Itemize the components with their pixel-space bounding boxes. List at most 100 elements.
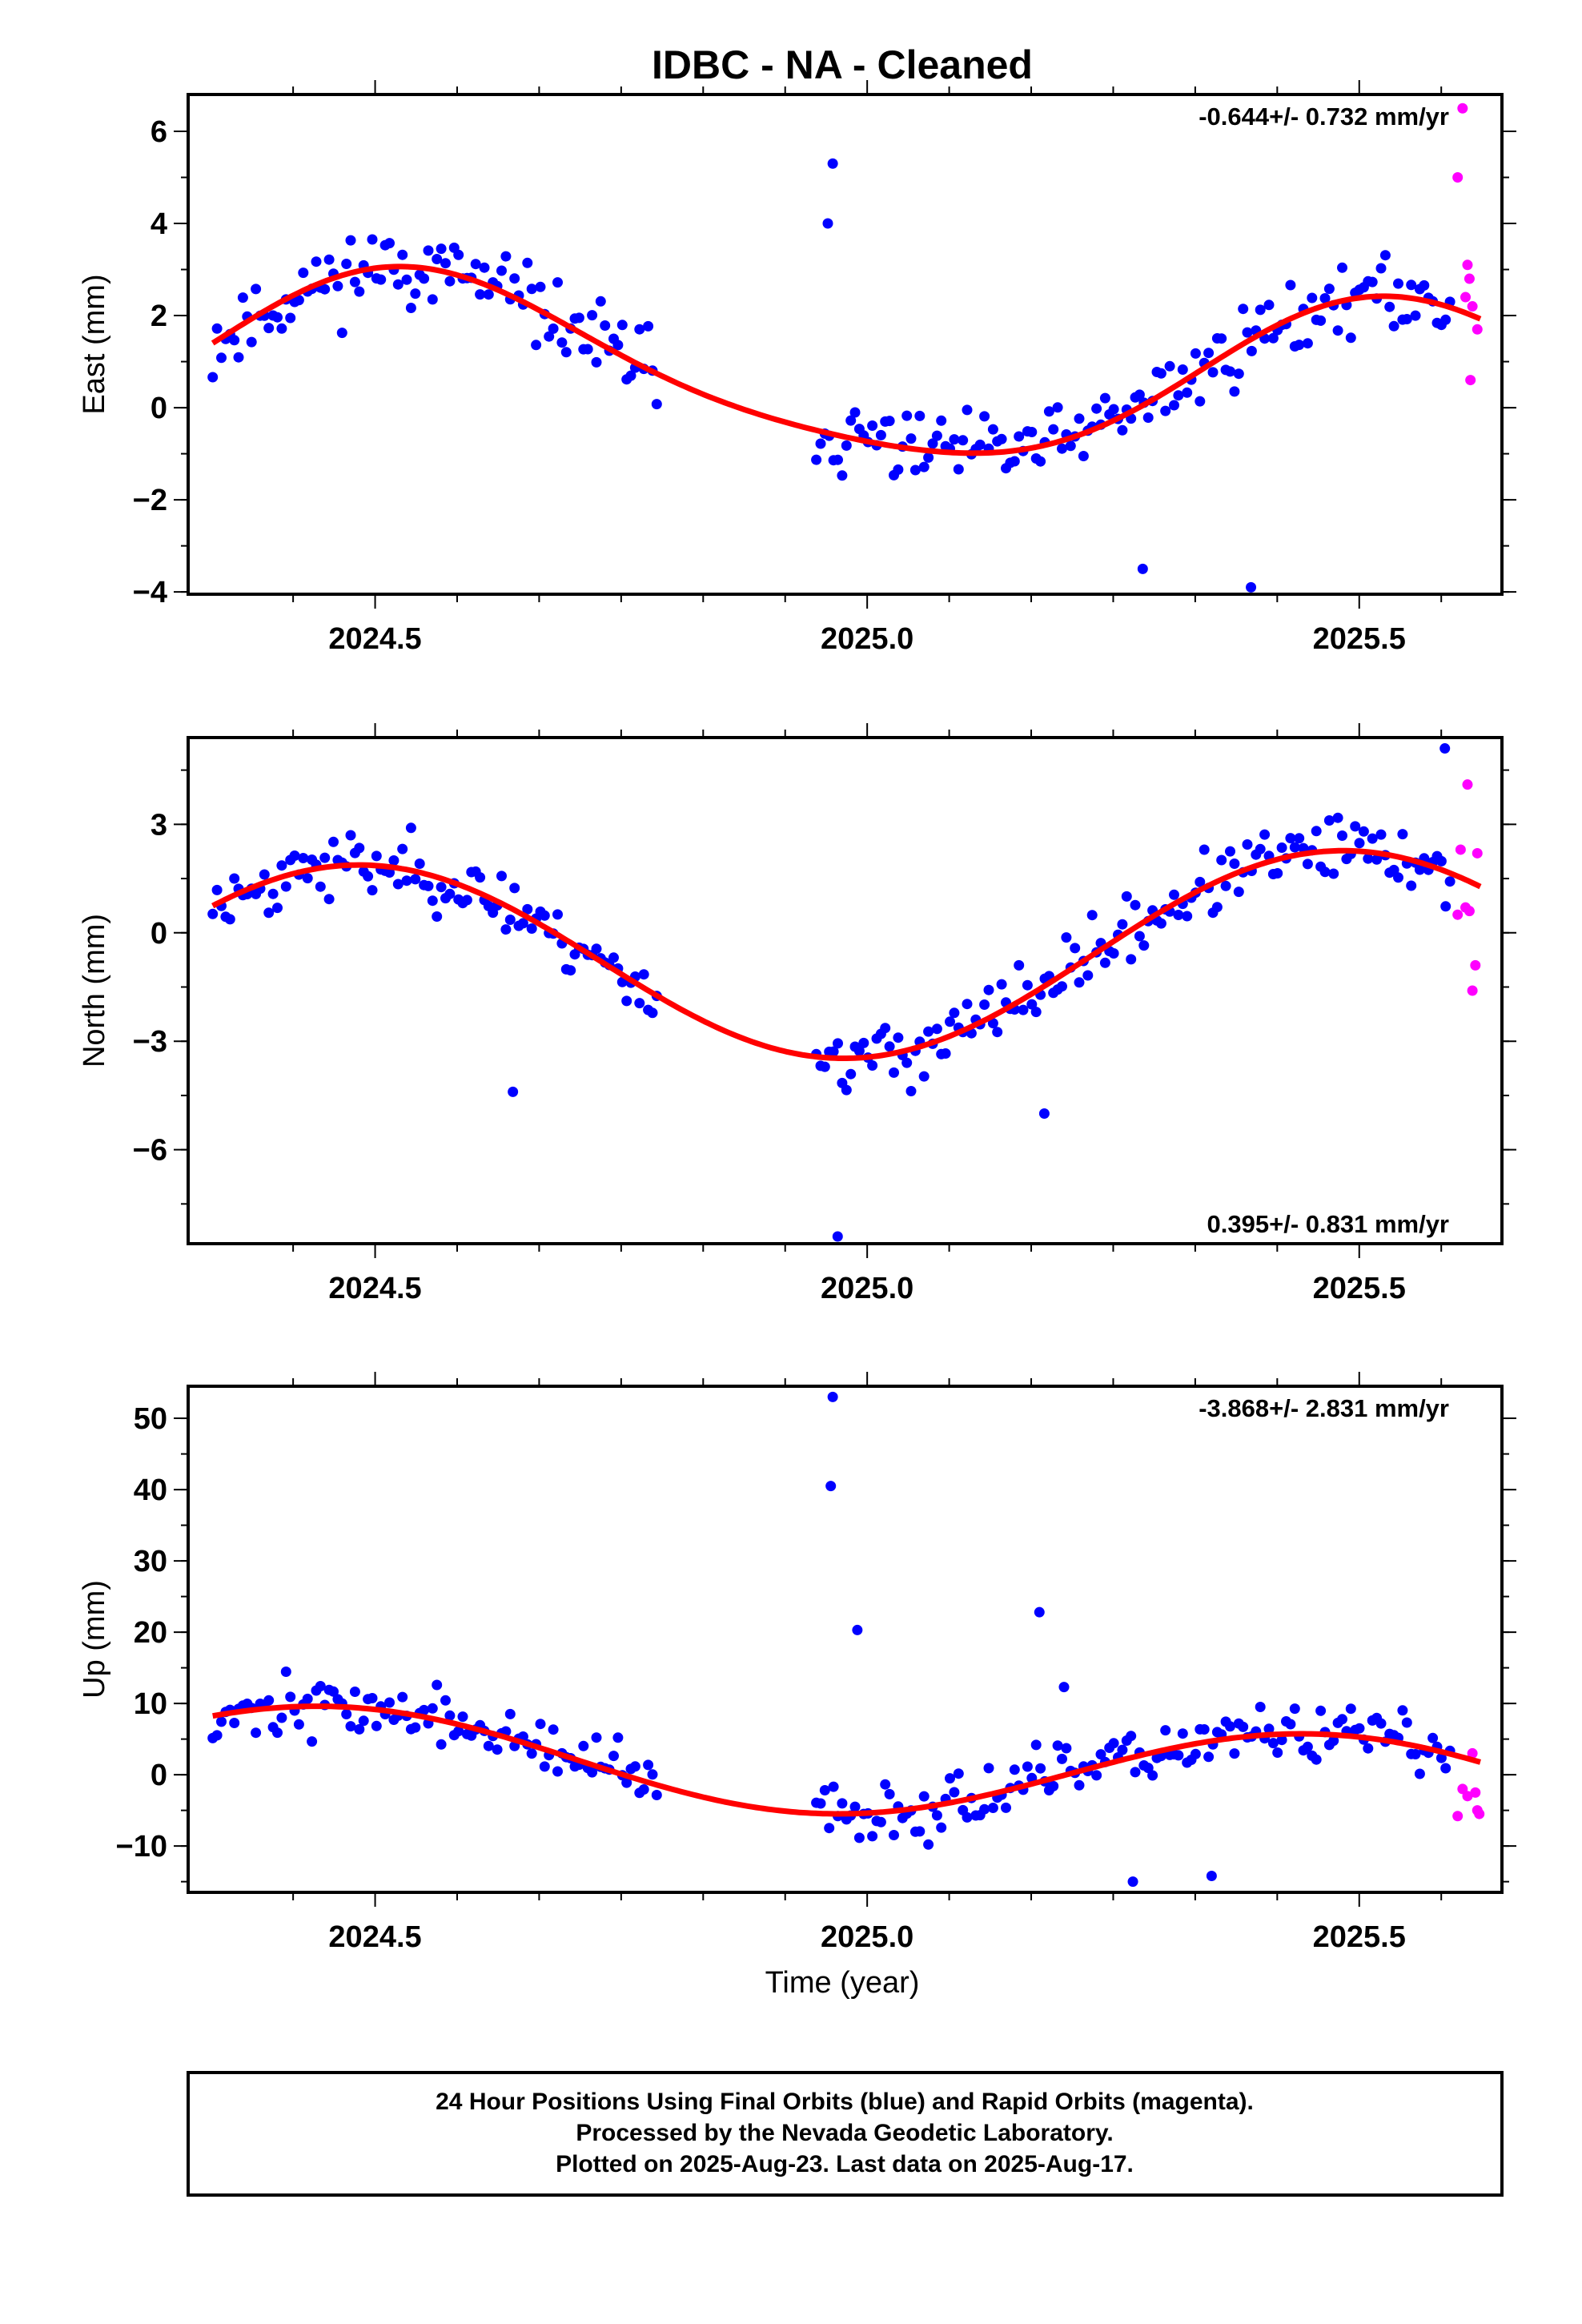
- final-orbit-point: [833, 454, 843, 465]
- final-orbit-point: [1206, 1871, 1217, 1882]
- final-orbit-point: [1058, 1682, 1070, 1693]
- final-orbit-point: [647, 1007, 658, 1019]
- final-orbit-point: [918, 461, 930, 472]
- final-orbit-point: [229, 335, 240, 346]
- final-orbit-point: [272, 1727, 283, 1739]
- final-orbit-point: [1173, 910, 1184, 920]
- final-orbit-point: [1211, 902, 1223, 913]
- final-orbit-point: [1057, 981, 1067, 992]
- final-orbit-point: [927, 438, 938, 449]
- velocity-rate-label: -3.868+/- 2.831 mm/yr: [1199, 1394, 1449, 1422]
- final-orbit-point: [1375, 829, 1387, 840]
- final-orbit-point: [436, 1739, 447, 1750]
- final-orbit-point: [1276, 1735, 1287, 1746]
- final-orbit-point: [229, 873, 240, 884]
- final-orbit-point: [1289, 842, 1300, 853]
- final-orbit-point: [979, 411, 990, 422]
- final-orbit-point: [578, 1740, 589, 1751]
- final-orbit-point: [815, 1798, 826, 1809]
- final-orbit-point: [1444, 876, 1456, 887]
- final-orbit-point: [1242, 327, 1253, 338]
- final-orbit-point: [1311, 1754, 1322, 1765]
- final-orbit-point: [1134, 389, 1145, 400]
- final-orbit-point: [1272, 868, 1283, 879]
- final-orbit-point: [1410, 310, 1421, 321]
- final-orbit-point: [1030, 1739, 1042, 1751]
- final-orbit-point: [1057, 443, 1067, 454]
- final-orbit-point: [336, 328, 347, 339]
- final-orbit-point: [832, 1231, 843, 1242]
- final-orbit-point: [849, 1801, 861, 1812]
- final-orbit-point: [643, 1759, 654, 1771]
- final-orbit-point: [822, 218, 833, 229]
- final-orbit-point: [1216, 854, 1227, 866]
- final-orbit-point: [293, 1719, 304, 1730]
- final-orbit-point: [1393, 278, 1403, 289]
- final-orbit-point: [1311, 826, 1322, 837]
- final-orbit-point: [825, 1481, 837, 1492]
- fit-curve: [211, 263, 1482, 456]
- final-orbit-point: [552, 277, 563, 288]
- final-orbit-point: [1307, 292, 1318, 304]
- final-orbit-point: [1315, 1705, 1327, 1716]
- velocity-rate-label: -0.644+/- 0.732 mm/yr: [1199, 103, 1449, 131]
- final-orbit-point: [1095, 1749, 1106, 1760]
- final-orbit-point: [323, 894, 335, 905]
- final-orbit-point: [349, 276, 360, 287]
- final-orbit-point: [246, 336, 257, 348]
- final-orbit-point: [323, 254, 335, 265]
- final-orbit-point: [1199, 1724, 1210, 1735]
- final-orbit-point: [1108, 948, 1119, 959]
- final-orbit-point: [237, 292, 248, 304]
- final-orbit-point: [1375, 1718, 1387, 1729]
- final-orbit-point: [1435, 855, 1447, 866]
- final-orbit-point: [1220, 880, 1231, 891]
- final-orbit-point: [1388, 864, 1399, 875]
- final-orbit-point: [573, 312, 584, 324]
- final-orbit-point: [1276, 842, 1287, 853]
- final-orbit-point: [600, 320, 611, 331]
- final-orbit-point: [949, 434, 960, 445]
- final-orbit-point: [1026, 427, 1038, 437]
- final-orbit-point: [358, 1715, 369, 1727]
- final-orbit-point: [1190, 1748, 1201, 1759]
- final-orbit-point: [651, 399, 662, 410]
- final-orbit-point: [500, 251, 512, 262]
- final-orbit-point: [1117, 424, 1128, 436]
- final-orbit-point: [827, 1391, 838, 1402]
- final-orbit-point: [1350, 821, 1361, 832]
- final-orbit-point: [444, 275, 456, 287]
- final-orbit-point: [427, 1703, 438, 1714]
- footer-line-1: 24 Hour Positions Using Final Orbits (bl…: [436, 2089, 1254, 2115]
- y-tick-label: −10: [116, 1830, 167, 1864]
- final-orbit-point: [397, 1691, 408, 1703]
- final-orbit-point: [526, 1748, 537, 1759]
- final-orbit-point: [263, 907, 275, 919]
- final-orbit-point: [401, 875, 412, 887]
- final-orbit-point: [841, 440, 852, 451]
- final-orbit-point: [1440, 1763, 1452, 1774]
- y-tick-label: 20: [134, 1616, 167, 1650]
- final-orbit-point: [1074, 1779, 1085, 1791]
- fit-curve: [211, 847, 1482, 1061]
- final-orbit-point: [1440, 314, 1452, 325]
- final-orbit-point: [608, 952, 619, 963]
- final-orbit-point: [1229, 386, 1240, 397]
- final-orbit-point: [1439, 743, 1451, 754]
- y-tick-label: 40: [134, 1474, 167, 1507]
- final-orbit-point: [345, 235, 356, 246]
- final-orbit-point: [1195, 396, 1206, 407]
- final-orbit-point: [1406, 880, 1417, 891]
- final-orbit-point: [582, 344, 593, 355]
- final-orbit-point: [1035, 1763, 1046, 1774]
- final-orbit-point: [367, 885, 378, 896]
- final-orbit-point: [535, 281, 546, 292]
- y-axis-label: East (mm): [78, 274, 111, 414]
- final-orbit-point: [1332, 812, 1343, 823]
- final-orbit-point: [621, 1777, 632, 1788]
- final-orbit-point: [1379, 250, 1391, 261]
- rapid-orbit-point: [1464, 273, 1475, 284]
- final-orbit-point: [987, 424, 998, 435]
- final-orbit-point: [444, 888, 456, 899]
